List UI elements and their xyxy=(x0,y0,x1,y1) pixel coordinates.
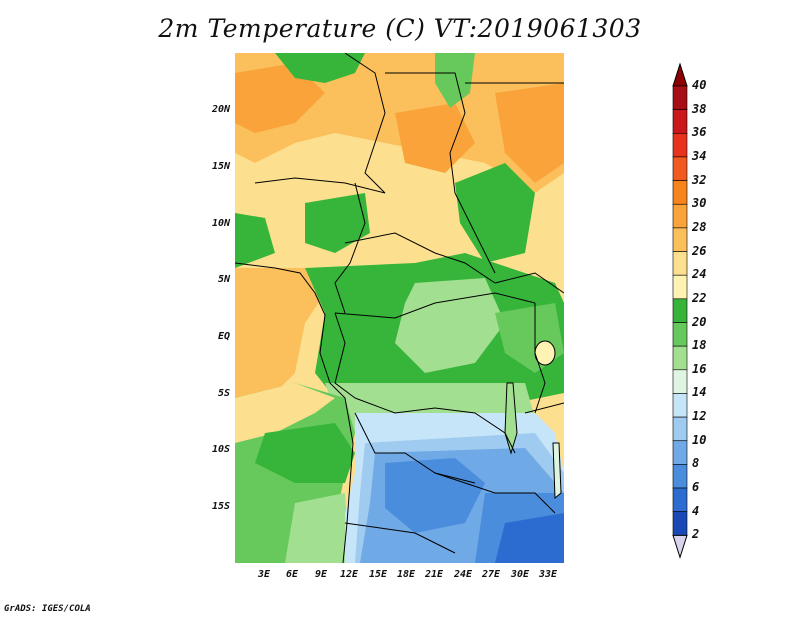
border-nigeria-cameroon xyxy=(334,182,366,314)
border-niger-nigeria xyxy=(254,177,386,194)
hot-zone-sudan xyxy=(395,103,475,173)
lon-label-33e: 33E xyxy=(538,569,558,580)
light-green-congo xyxy=(395,278,505,373)
cool-zone-deepest xyxy=(495,513,564,563)
colorbar-label: 30 xyxy=(692,196,707,211)
colorbar-label: 2 xyxy=(692,527,700,542)
colorbar-swatch xyxy=(672,203,688,229)
colorbar-swatch xyxy=(672,227,688,252)
colorbar-top-arrow xyxy=(672,62,688,87)
lat-label-10s: 10S xyxy=(211,444,230,455)
colorbar-swatch xyxy=(672,298,688,323)
lon-label-27e: 27E xyxy=(481,569,501,580)
lat-label-15n: 15N xyxy=(211,161,230,172)
hot-zone-northwest xyxy=(235,63,325,133)
colorbar-swatch xyxy=(672,180,688,205)
colorbar-label: 10 xyxy=(692,432,707,447)
border-angola xyxy=(354,412,476,484)
colorbar-swatch xyxy=(672,109,688,134)
colorbar-label: 6 xyxy=(692,480,700,495)
colorbar-swatch xyxy=(672,511,688,536)
colorbar-label: 18 xyxy=(692,338,707,353)
green-patch-ethiopia xyxy=(455,163,535,263)
hot-zone-east xyxy=(495,83,564,183)
colorbar-swatch xyxy=(672,133,688,158)
green-patch-west-coast xyxy=(235,213,275,268)
colorbar-label: 20 xyxy=(692,314,707,329)
lake-malawi xyxy=(552,442,562,500)
grads-credit: GrADS: IGES/COLA xyxy=(4,604,91,614)
lon-label-21e: 21E xyxy=(424,569,444,580)
colorbar-swatch xyxy=(672,85,688,110)
border-congo xyxy=(334,312,356,399)
border-drc-south xyxy=(354,397,516,454)
border-tanzania xyxy=(524,402,564,414)
lake-tanganyika xyxy=(504,382,518,455)
coastline-west xyxy=(235,262,354,563)
colorbar-label: 40 xyxy=(692,78,707,92)
lat-label-15s: 15S xyxy=(211,501,230,512)
colorbar-swatch xyxy=(672,464,688,489)
colorbar-label: 36 xyxy=(692,125,707,140)
colorbar-label: 12 xyxy=(692,409,707,424)
border-drc-north xyxy=(334,292,536,319)
south-atlantic-dark xyxy=(255,423,355,483)
border-uganda-kenya xyxy=(534,303,546,414)
colorbar-swatch xyxy=(672,416,688,442)
colorbar-label: 28 xyxy=(692,219,707,234)
colorbar-label: 14 xyxy=(692,385,707,400)
lon-label-30e: 30E xyxy=(510,569,530,580)
border-east-africa xyxy=(494,272,564,294)
border-sahara xyxy=(344,53,386,194)
border-car xyxy=(344,232,496,284)
lon-label-12e: 12E xyxy=(339,569,359,580)
lat-label-20n: 20N xyxy=(211,104,230,115)
colorbar-swatch xyxy=(672,345,688,371)
colorbar-label: 24 xyxy=(692,267,707,282)
colorbar-label: 26 xyxy=(692,243,707,258)
border-chad-sudan xyxy=(385,72,496,274)
green-patch-center-north xyxy=(305,193,370,253)
colorbar-swatch xyxy=(672,322,688,347)
gulf-of-guinea xyxy=(235,268,325,403)
colorbar-label: 22 xyxy=(692,290,707,305)
colorbar-swatch xyxy=(672,440,688,465)
colorbar-swatch xyxy=(672,274,688,300)
colorbar-swatch xyxy=(672,156,688,181)
lon-label-15e: 15E xyxy=(368,569,388,580)
green-patch-north xyxy=(275,53,365,83)
colorbar-swatch xyxy=(672,251,688,276)
lon-label-18e: 18E xyxy=(396,569,416,580)
south-atlantic-warm xyxy=(235,383,335,443)
map-title: 2m Temperature (C) VT:2019061303 xyxy=(158,14,642,43)
colorbar-label: 16 xyxy=(692,361,707,376)
temperature-map xyxy=(235,53,564,563)
south-atlantic-light xyxy=(285,493,350,563)
lat-label-5n: 5N xyxy=(217,274,230,285)
lon-label-3e: 3E xyxy=(257,569,271,580)
colorbar-label: 4 xyxy=(692,503,700,518)
colorbar-swatch xyxy=(672,369,688,394)
colorbar-swatch xyxy=(672,487,688,512)
colorbar-bottom-arrow xyxy=(672,534,688,559)
colorbar-swatch xyxy=(672,393,688,418)
lat-label-5s: 5S xyxy=(217,388,230,399)
border-zambia xyxy=(434,472,556,514)
lon-label-9e: 9E xyxy=(314,569,328,580)
lon-label-6e: 6E xyxy=(285,569,299,580)
colorbar-label: 32 xyxy=(692,172,707,187)
lon-label-24e: 24E xyxy=(453,569,473,580)
colorbar-label: 38 xyxy=(692,101,707,116)
border-namibia xyxy=(344,522,456,554)
cool-zone-deep xyxy=(385,458,485,533)
colorbar-label: 8 xyxy=(692,456,700,471)
lat-label-eq: EQ xyxy=(217,331,230,342)
colorbar-label: 34 xyxy=(692,148,707,163)
lat-label-10n: 10N xyxy=(211,218,230,229)
colorbar xyxy=(672,62,688,559)
green-patch-red-sea xyxy=(435,53,475,108)
